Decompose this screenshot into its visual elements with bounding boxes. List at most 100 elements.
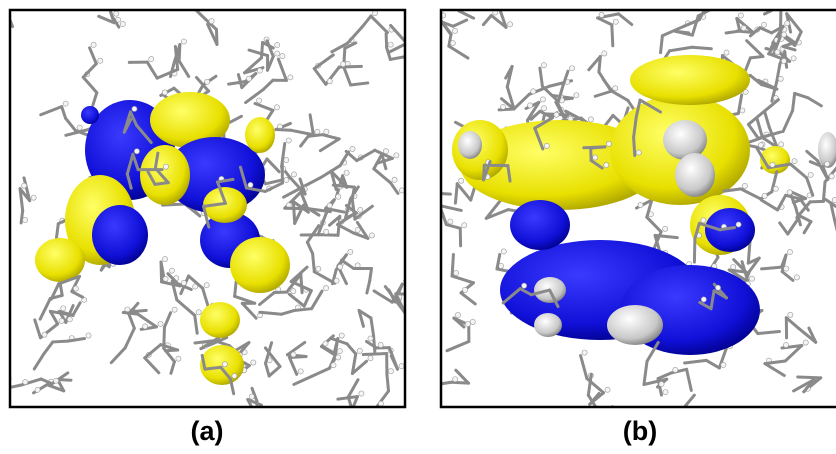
bond bbox=[4, 0, 24, 5]
bond bbox=[445, 339, 471, 353]
atom bbox=[454, 312, 461, 318]
bond bbox=[434, 180, 436, 199]
bond bbox=[39, 377, 54, 386]
bond bbox=[501, 287, 522, 305]
bond bbox=[57, 274, 82, 286]
bond bbox=[233, 280, 238, 298]
bond bbox=[495, 252, 502, 271]
bond bbox=[806, 96, 823, 108]
bond bbox=[548, 288, 560, 309]
bond bbox=[299, 272, 304, 295]
bond bbox=[481, 13, 493, 27]
atom bbox=[62, 100, 69, 107]
bond bbox=[355, 220, 370, 240]
panel-a-image bbox=[4, 0, 404, 418]
bond bbox=[324, 206, 346, 214]
bond bbox=[19, 209, 25, 225]
bond bbox=[336, 395, 359, 401]
atom bbox=[162, 256, 168, 262]
bond bbox=[783, 344, 804, 363]
bond bbox=[306, 133, 324, 138]
atom bbox=[30, 194, 37, 201]
bond bbox=[24, 0, 39, 4]
bond bbox=[384, 32, 389, 50]
bond bbox=[596, 16, 614, 27]
bond bbox=[450, 274, 475, 285]
bond bbox=[264, 341, 274, 365]
bond bbox=[758, 26, 774, 35]
bond bbox=[169, 360, 176, 375]
atom bbox=[180, 38, 187, 45]
bond bbox=[274, 128, 293, 132]
bond bbox=[587, 54, 602, 72]
bond bbox=[312, 53, 335, 71]
bond bbox=[146, 170, 157, 186]
atom bbox=[323, 228, 330, 235]
bond bbox=[442, 19, 453, 36]
atom bbox=[97, 57, 104, 64]
atom bbox=[372, 11, 378, 16]
atom bbox=[435, 175, 440, 180]
bond bbox=[169, 60, 176, 79]
bond bbox=[265, 39, 275, 58]
bond bbox=[199, 336, 221, 351]
bond bbox=[383, 285, 397, 302]
bond bbox=[756, 130, 783, 140]
panel-a-border bbox=[8, 8, 407, 409]
bond bbox=[330, 41, 350, 54]
bond bbox=[91, 91, 99, 107]
bond bbox=[42, 340, 55, 355]
bond bbox=[642, 377, 669, 386]
atom bbox=[259, 413, 264, 418]
atom bbox=[784, 20, 791, 27]
atom bbox=[53, 377, 59, 384]
bond bbox=[693, 221, 701, 240]
atom bbox=[347, 248, 354, 255]
bond bbox=[121, 310, 140, 316]
bond bbox=[64, 116, 78, 133]
bond bbox=[597, 70, 613, 93]
bond bbox=[455, 182, 473, 202]
bond bbox=[110, 15, 121, 29]
bond bbox=[538, 109, 554, 120]
bond bbox=[709, 289, 716, 311]
panel-label: (b) bbox=[623, 416, 657, 446]
bond bbox=[668, 45, 694, 53]
atom bbox=[335, 354, 342, 361]
bond bbox=[770, 170, 779, 194]
atom bbox=[723, 49, 730, 56]
bond bbox=[292, 374, 314, 386]
atom bbox=[787, 249, 793, 255]
atom bbox=[601, 408, 606, 413]
bond bbox=[145, 60, 159, 80]
bond bbox=[247, 48, 270, 58]
atom bbox=[774, 49, 781, 56]
bond bbox=[784, 193, 802, 201]
atom bbox=[492, 11, 499, 16]
atom bbox=[274, 104, 280, 111]
bond bbox=[638, 98, 663, 114]
atom bbox=[246, 75, 252, 82]
bond bbox=[289, 128, 315, 137]
bond bbox=[385, 46, 392, 61]
bond bbox=[299, 190, 308, 208]
bond bbox=[755, 117, 764, 140]
atom bbox=[34, 386, 41, 393]
atom bbox=[700, 296, 707, 303]
bond bbox=[823, 197, 836, 209]
atom bbox=[335, 193, 342, 200]
bond bbox=[763, 11, 774, 16]
atom bbox=[247, 182, 254, 188]
atom bbox=[761, 193, 768, 199]
bond bbox=[821, 165, 830, 181]
atom bbox=[336, 348, 343, 355]
bond bbox=[497, 107, 516, 112]
bond bbox=[344, 149, 359, 163]
atom bbox=[119, 21, 126, 27]
atom bbox=[330, 362, 337, 369]
bond bbox=[617, 12, 634, 27]
bond bbox=[60, 105, 68, 120]
atom bbox=[131, 105, 138, 112]
bond bbox=[579, 354, 589, 381]
atom bbox=[204, 78, 211, 85]
